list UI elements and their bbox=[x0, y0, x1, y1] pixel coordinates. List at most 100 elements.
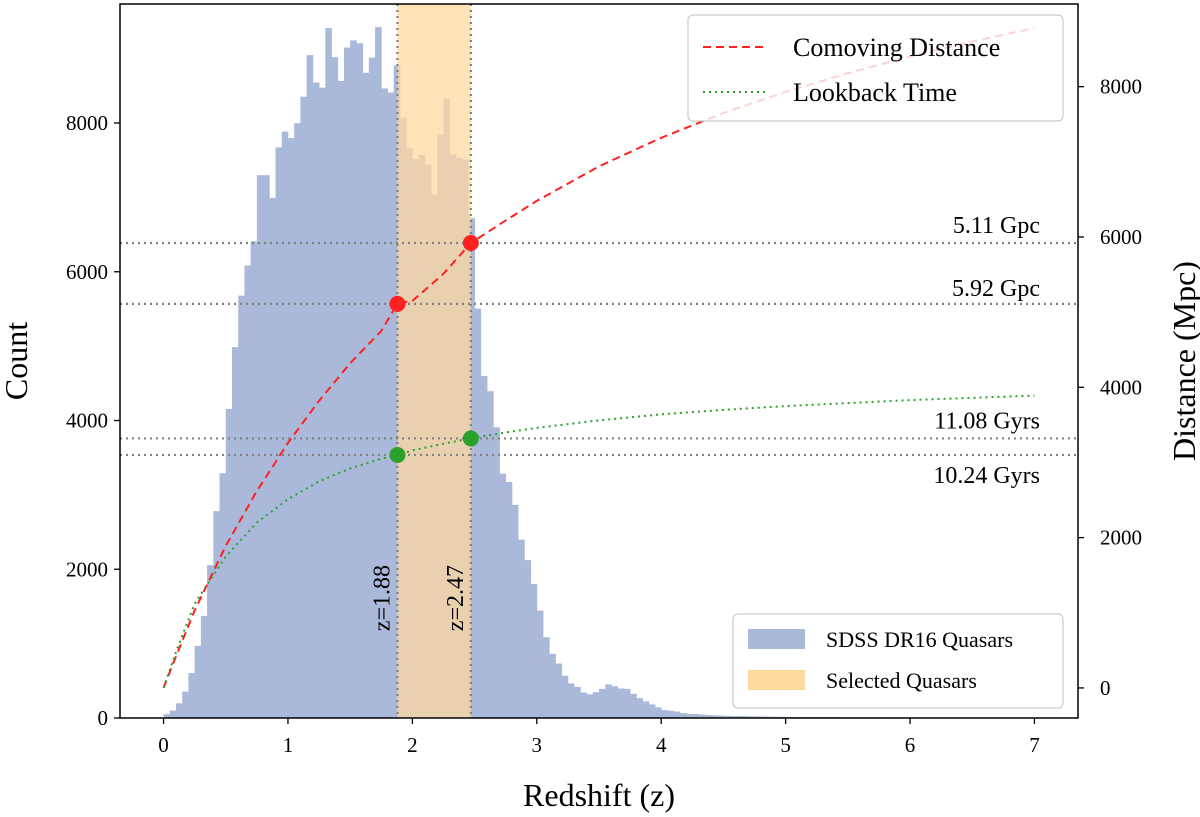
histogram-bar bbox=[306, 55, 314, 719]
histogram-bar bbox=[599, 688, 606, 718]
x-tick-label: 1 bbox=[283, 733, 294, 757]
histogram-bar bbox=[549, 653, 556, 718]
histogram-bar bbox=[275, 147, 283, 719]
histogram-bar bbox=[319, 87, 326, 718]
histogram-bar bbox=[729, 716, 737, 718]
histogram-bar bbox=[673, 711, 681, 718]
vertical-reference-lines bbox=[396, 4, 472, 718]
right-y-tick-label: 2000 bbox=[1100, 526, 1142, 550]
curve-marker bbox=[389, 446, 406, 463]
histogram-bar bbox=[536, 610, 544, 718]
histogram-bar bbox=[163, 714, 171, 718]
distance-time-annotations: 5.11 Gpc 5.92 Gpc 11.08 Gyrs 10.24 Gyrs bbox=[933, 213, 1040, 489]
histogram-bar bbox=[269, 197, 276, 718]
z-label-1-88: z=1.88 bbox=[369, 565, 395, 631]
left-y-tick-label: 4000 bbox=[66, 409, 108, 433]
histogram-bar bbox=[555, 663, 563, 718]
left-y-tick-label: 2000 bbox=[66, 557, 108, 581]
histogram-bar bbox=[748, 716, 755, 718]
histogram-bar bbox=[375, 27, 382, 718]
right-y-axis-ticks: 0 2000 4000 6000 8000 bbox=[1078, 75, 1142, 700]
histogram-bar bbox=[468, 218, 475, 718]
annotation-10-24-gyrs: 10.24 Gyrs bbox=[933, 463, 1040, 489]
histogram-bar bbox=[574, 686, 581, 718]
histogram-bar bbox=[679, 713, 687, 718]
histogram-bar bbox=[393, 65, 401, 718]
histogram-bar bbox=[710, 715, 718, 718]
x-tick-label: 4 bbox=[656, 733, 667, 757]
histogram-bar bbox=[225, 408, 233, 718]
histogram-bar bbox=[474, 308, 482, 718]
z-label-2-47: z=2.47 bbox=[443, 565, 469, 631]
histogram-bar bbox=[294, 123, 301, 719]
histogram-bar bbox=[661, 709, 668, 718]
x-tick-label: 7 bbox=[1029, 733, 1040, 757]
histogram-bar bbox=[281, 131, 289, 718]
histogram-bar bbox=[250, 241, 258, 718]
histogram-bar bbox=[194, 645, 202, 718]
histogram-bar bbox=[636, 698, 643, 718]
left-y-tick-label: 0 bbox=[98, 706, 109, 730]
plot-frame bbox=[119, 3, 1079, 719]
histogram-bar bbox=[499, 473, 507, 718]
histogram-bar bbox=[175, 703, 183, 718]
histogram-bar bbox=[480, 376, 488, 718]
x-tick-label: 3 bbox=[532, 733, 543, 757]
left-y-axis-ticks: 0 2000 4000 6000 8000 bbox=[66, 111, 120, 730]
right-y-tick-label: 4000 bbox=[1100, 375, 1142, 399]
histogram-bar bbox=[567, 683, 575, 718]
histogram-bar bbox=[642, 701, 650, 718]
histogram-bar bbox=[337, 80, 345, 719]
histogram-bar bbox=[654, 707, 662, 718]
histogram-bar bbox=[387, 92, 395, 718]
horizontal-reference-lines bbox=[120, 241, 1078, 457]
histogram-bar bbox=[742, 716, 749, 718]
x-tick-label: 2 bbox=[407, 733, 418, 757]
x-tick-label: 6 bbox=[905, 733, 916, 757]
histogram-bar bbox=[350, 40, 357, 718]
histogram-bar bbox=[244, 265, 252, 718]
histogram-bar bbox=[518, 539, 525, 718]
histogram-bar bbox=[692, 713, 699, 718]
histogram-bar bbox=[530, 583, 538, 718]
histogram-bar bbox=[648, 704, 656, 718]
legend-comoving-label: Comoving Distance bbox=[793, 33, 1000, 62]
histogram-bar bbox=[256, 175, 264, 718]
legend-bottom-box bbox=[732, 613, 1064, 709]
histogram-bar bbox=[717, 715, 724, 718]
histogram-bar bbox=[312, 82, 320, 718]
histogram-bar bbox=[704, 714, 712, 718]
histogram-bar bbox=[207, 565, 214, 718]
histogram-bar bbox=[524, 560, 531, 718]
curves bbox=[162, 27, 1035, 689]
legend-top: Comoving Distance Lookback Time bbox=[687, 14, 1064, 122]
histogram-bar bbox=[760, 716, 768, 718]
legend-selected-swatch bbox=[748, 670, 805, 690]
histogram-bar bbox=[723, 715, 731, 718]
histogram-bar bbox=[219, 473, 227, 718]
histogram-bar bbox=[686, 713, 693, 718]
histogram-bar bbox=[605, 684, 612, 718]
histogram-bar bbox=[623, 688, 631, 718]
histogram-bar bbox=[586, 694, 594, 718]
histogram-bar bbox=[511, 504, 519, 718]
curve-markers bbox=[389, 235, 479, 463]
legend-top-box bbox=[687, 14, 1064, 122]
legend-sdss-label: SDSS DR16 Quasars bbox=[826, 627, 1013, 652]
right-y-tick-label: 0 bbox=[1100, 676, 1111, 700]
histogram-bar bbox=[611, 686, 619, 718]
legend-lookback-label: Lookback Time bbox=[793, 78, 957, 107]
histogram-bar bbox=[630, 693, 637, 718]
histogram-bar bbox=[169, 710, 177, 718]
legend-bottom: SDSS DR16 Quasars Selected Quasars bbox=[732, 613, 1064, 709]
histogram-bar bbox=[200, 615, 208, 718]
histogram-bar bbox=[543, 637, 550, 718]
curve-marker bbox=[389, 295, 406, 312]
histogram-bar bbox=[698, 714, 706, 718]
histogram-bar bbox=[238, 295, 245, 718]
curve-marker bbox=[462, 235, 479, 252]
histogram-bar bbox=[231, 347, 239, 718]
histogram-bar bbox=[735, 716, 743, 718]
